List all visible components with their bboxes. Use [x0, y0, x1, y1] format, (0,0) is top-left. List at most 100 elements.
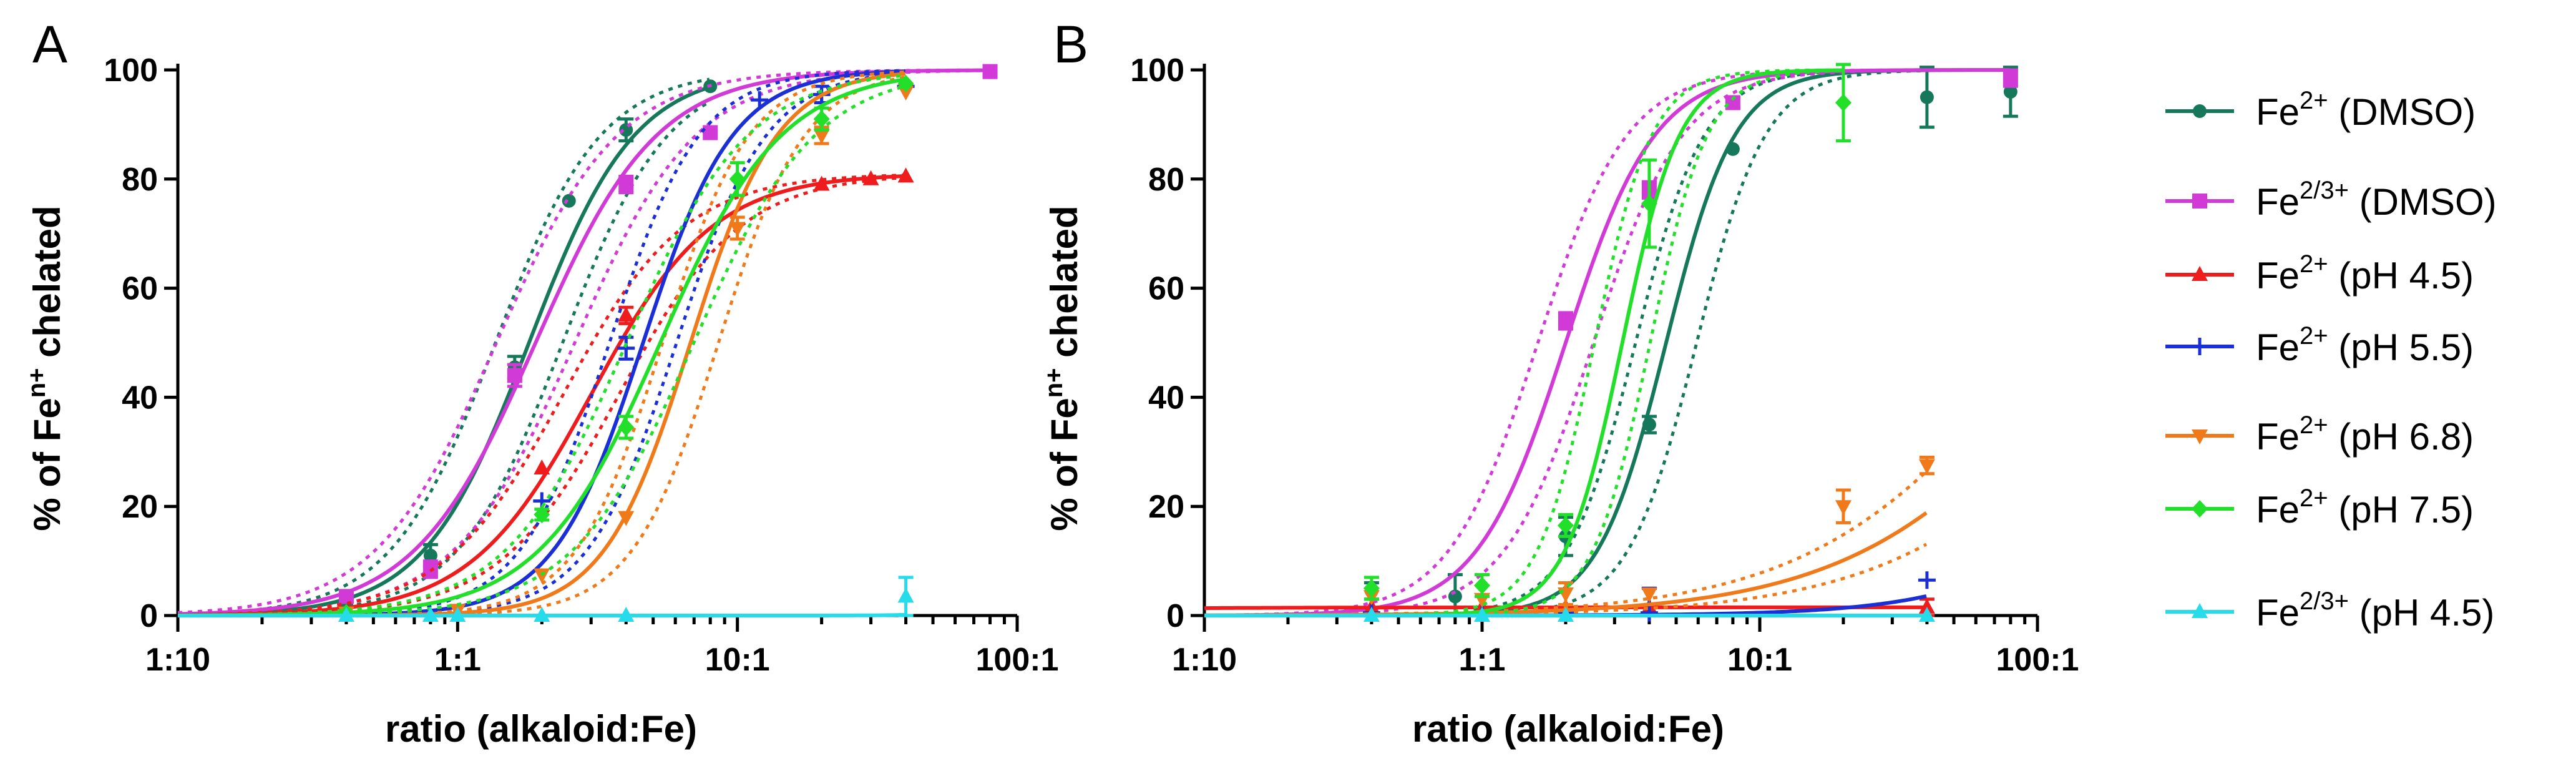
data-point	[729, 170, 746, 188]
series-fe23_dmso	[177, 64, 998, 617]
confidence-band-upper	[177, 74, 905, 617]
legend: Fe2+ (DMSO) Fe2/3+ (DMSO) Fe2+ (pH 4.5) Fe2…	[2165, 87, 2497, 634]
y-tick-label: 20	[122, 489, 158, 525]
legend-item-fe2_ph45: Fe2+ (pH 4.5)	[2165, 250, 2474, 297]
confidence-band-lower	[1204, 69, 1843, 617]
legend-marker	[2192, 603, 2208, 618]
data-point	[1918, 571, 1936, 589]
data-point	[534, 607, 550, 622]
data-point	[1835, 500, 1852, 516]
panel-b-letter: B	[1053, 15, 1088, 74]
legend-item-fe2_ph68: Fe2+ (pH 6.8)	[2165, 411, 2474, 458]
fit-curve	[178, 69, 905, 617]
confidence-band-upper	[1204, 68, 1843, 617]
panel-a-y-axis-title: % of Fen+ chelated	[23, 205, 68, 531]
legend-label: Fe2+ (pH 6.8)	[2256, 411, 2474, 458]
confidence-band-upper	[1204, 68, 2010, 617]
confidence-band-lower	[178, 69, 990, 617]
data-point	[897, 85, 914, 101]
legend-marker	[2192, 430, 2208, 444]
data-point	[618, 307, 635, 322]
data-point	[1918, 607, 1935, 622]
legend-label: Fe2+ (pH 5.5)	[2256, 322, 2474, 368]
legend-label: Fe2+ (pH 4.5)	[2256, 250, 2474, 297]
data-point	[1558, 313, 1573, 329]
fit-curve	[1204, 68, 1843, 617]
y-tick-label: 0	[1166, 598, 1184, 634]
data-point	[338, 607, 354, 622]
series-fe23_ph45	[1204, 607, 1935, 622]
confidence-band-upper	[177, 68, 990, 614]
confidence-band-upper	[177, 174, 905, 617]
data-point	[1641, 587, 1657, 603]
legend-label: Fe2+ (pH 7.5)	[2256, 484, 2474, 531]
y-tick-label: 80	[1148, 162, 1184, 198]
legend-marker	[2192, 500, 2208, 518]
panel-a-plot-area: 0 20 40 60 80 100 1:10 1:1 10:1 100:1	[104, 52, 1058, 678]
confidence-band-lower	[1204, 68, 2010, 617]
legend-item-fe2_dmso: Fe2+ (DMSO)	[2165, 87, 2476, 133]
panel-b-chart: B 0 20 40 60 80 100 1:10 1:1 10:1 100:1 % of Fen+…	[1040, 15, 2079, 750]
series-fe2_ph75	[1204, 62, 1852, 617]
data-point	[618, 418, 635, 436]
data-point	[1642, 418, 1656, 432]
confidence-band-upper	[178, 69, 905, 617]
legend-label: Fe2+ (DMSO)	[2256, 87, 2476, 133]
data-point	[1474, 607, 1490, 622]
data-point	[338, 589, 354, 604]
panel-a-chart: A 0 20 40 60 80 100 1:10 1:1 10:1 100:1 ratio (al…	[23, 15, 1059, 750]
legend-label: Fe2/3+ (pH 4.5)	[2256, 587, 2494, 634]
data-point	[562, 194, 576, 208]
x-tick-label: 1:10	[145, 642, 210, 678]
data-point	[813, 110, 830, 128]
fit-curve	[177, 68, 990, 616]
fit-curve	[178, 77, 906, 617]
data-point	[1363, 579, 1380, 597]
data-point	[703, 125, 718, 140]
data-point	[1557, 587, 1574, 603]
y-tick-label: 40	[122, 380, 158, 416]
panel-b-plot-area: 0 20 40 60 80 100 1:10 1:1 10:1 100:1	[1130, 52, 2079, 678]
data-point	[862, 170, 879, 185]
data-point	[617, 339, 635, 357]
data-point	[2003, 71, 2018, 86]
y-tick-label: 0	[140, 598, 158, 634]
legend-marker	[2191, 338, 2208, 355]
legend-item-fe2_ph55: Fe2+ (pH 5.5)	[2165, 322, 2474, 368]
y-tick-label: 100	[1130, 52, 1184, 89]
y-tick-label: 20	[1148, 489, 1184, 525]
series-fe2_ph55	[178, 69, 915, 617]
data-point	[1557, 516, 1574, 534]
data-point	[813, 129, 830, 144]
panel-b-y-axis-title: % of Fen+ chelated	[1040, 205, 1085, 531]
panel-a-x-axis-title: ratio (alkaloid:Fe)	[385, 708, 697, 750]
confidence-band-upper	[178, 70, 905, 617]
data-point	[1640, 604, 1658, 622]
series-fe2_ph75	[177, 74, 914, 622]
x-tick-label: 1:1	[1458, 642, 1505, 678]
data-point	[2003, 84, 2017, 99]
data-point	[813, 175, 830, 191]
data-point	[618, 511, 635, 526]
panel-b-x-axis-title: ratio (alkaloid:Fe)	[1412, 708, 1724, 750]
data-point	[534, 459, 550, 475]
data-point	[423, 548, 437, 562]
panel-a-letter: A	[32, 15, 67, 74]
data-point	[422, 607, 439, 622]
data-point	[1474, 576, 1490, 594]
fit-curve	[178, 72, 905, 617]
confidence-band-lower	[178, 71, 905, 617]
data-point	[618, 177, 634, 192]
data-point	[897, 167, 914, 183]
data-point	[1835, 94, 1852, 112]
data-point	[449, 607, 466, 622]
legend-marker	[2193, 104, 2207, 118]
legend-item-fe23_ph45: Fe2/3+ (pH 4.5)	[2165, 587, 2494, 634]
y-tick-label: 60	[122, 271, 158, 307]
data-point	[1557, 607, 1574, 622]
y-tick-label: 100	[104, 52, 158, 89]
legend-marker	[2192, 194, 2207, 209]
legend-label: Fe2/3+ (DMSO)	[2256, 177, 2497, 223]
y-tick-label: 60	[1148, 271, 1184, 307]
